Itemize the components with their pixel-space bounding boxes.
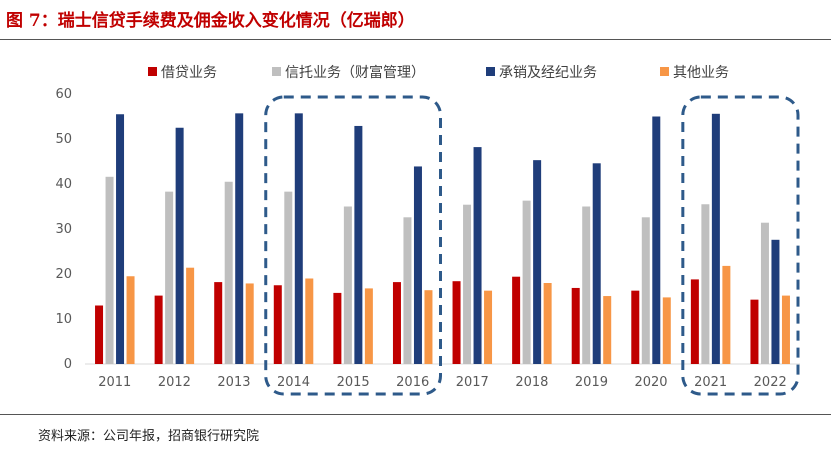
bar (224, 181, 233, 364)
bar (641, 217, 650, 364)
bar (354, 125, 363, 364)
bar (343, 206, 352, 364)
bar (760, 222, 769, 364)
bar (403, 217, 412, 364)
y-tick-label: 20 (55, 267, 72, 282)
bar (294, 113, 303, 364)
bar (781, 295, 790, 364)
bar (95, 305, 104, 364)
y-tick-label: 40 (55, 177, 72, 192)
bar (484, 290, 493, 364)
source-divider (0, 414, 831, 415)
x-tick-label: 2017 (456, 375, 489, 390)
legend-label: 其他业务 (673, 65, 729, 81)
bar (652, 116, 661, 364)
bar (690, 279, 699, 364)
bar (165, 191, 174, 364)
bar (543, 283, 552, 364)
bar (116, 114, 125, 364)
bar (473, 147, 482, 364)
bar (175, 127, 184, 364)
bar (273, 285, 282, 364)
bar-chart: 0 10 20 30 40 50 60 2011 2012 2013 2014 2015 2016 201… (55, 64, 800, 396)
bar (105, 176, 114, 364)
y-tick-label: 60 (55, 87, 72, 102)
bar (711, 113, 720, 364)
x-tick-label: 2014 (277, 375, 310, 390)
bar (533, 160, 542, 364)
bar (571, 287, 580, 364)
highlight-box (264, 95, 442, 396)
bar (512, 276, 521, 364)
x-tick-label: 2021 (694, 375, 727, 390)
figure-title: 图 7：瑞士信贷手续费及佣金收入变化情况（亿瑞郎） (6, 11, 415, 31)
bar (284, 191, 293, 364)
y-tick-label: 0 (64, 357, 72, 372)
y-tick-label: 30 (55, 222, 72, 237)
bar (582, 206, 591, 364)
bar (750, 299, 759, 364)
bar (662, 297, 671, 364)
x-tick-label: 2018 (515, 375, 548, 390)
bar (463, 204, 472, 364)
bar (603, 296, 612, 364)
bar (424, 290, 433, 364)
x-tick-label: 2013 (217, 375, 250, 390)
legend-swatch (486, 67, 495, 76)
bar (364, 288, 373, 364)
legend-swatch (148, 67, 157, 76)
x-tick-label: 2020 (634, 375, 667, 390)
bar (631, 290, 640, 364)
bar (245, 283, 254, 364)
x-tick-label: 2019 (575, 375, 608, 390)
x-tick-label: 2016 (396, 375, 429, 390)
bar (154, 295, 163, 364)
bar (452, 281, 461, 364)
bar (235, 113, 244, 364)
title-divider (0, 39, 831, 40)
bar (392, 282, 401, 364)
y-tick-label: 10 (55, 312, 72, 327)
legend-swatch (272, 67, 281, 76)
bar (214, 282, 223, 364)
bar (522, 200, 531, 364)
highlight-box (681, 95, 800, 396)
bar (722, 265, 731, 364)
bar (333, 292, 342, 364)
legend-label: 信托业务（财富管理） (285, 64, 425, 81)
x-tick-label: 2011 (98, 375, 131, 390)
legend-swatch (660, 67, 669, 76)
legend-label: 承销及经纪业务 (499, 65, 597, 81)
bar (126, 276, 135, 364)
x-tick-label: 2022 (754, 375, 787, 390)
bar (592, 163, 601, 364)
x-tick-label: 2012 (158, 375, 191, 390)
bar (305, 278, 314, 364)
x-tick-label: 2015 (337, 375, 370, 390)
legend-label: 借贷业务 (161, 65, 217, 81)
bar (186, 267, 195, 364)
bar (701, 204, 710, 364)
bar (413, 166, 422, 364)
y-tick-label: 50 (55, 132, 72, 147)
bar (771, 239, 780, 364)
source-note: 资料来源：公司年报，招商银行研究院 (38, 429, 260, 444)
